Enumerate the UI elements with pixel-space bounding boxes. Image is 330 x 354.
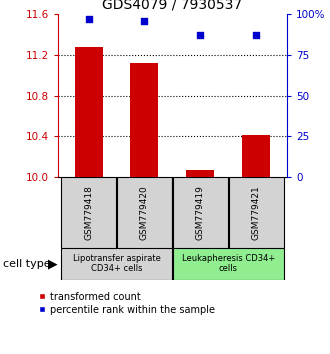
Text: GSM779419: GSM779419 — [196, 185, 205, 240]
Bar — [61, 248, 172, 280]
Bar — [75, 47, 103, 177]
Bar — [229, 177, 284, 248]
Text: GSM779418: GSM779418 — [84, 185, 93, 240]
Point — [254, 33, 259, 38]
Bar — [117, 177, 172, 248]
Point — [198, 33, 203, 38]
Text: GSM779420: GSM779420 — [140, 185, 149, 240]
Text: Lipotransfer aspirate
CD34+ cells: Lipotransfer aspirate CD34+ cells — [73, 254, 160, 273]
Text: Leukapheresis CD34+
cells: Leukapheresis CD34+ cells — [182, 254, 275, 273]
Title: GDS4079 / 7930537: GDS4079 / 7930537 — [102, 0, 243, 12]
Bar — [173, 248, 284, 280]
Point — [142, 18, 147, 23]
Legend: transformed count, percentile rank within the sample: transformed count, percentile rank withi… — [38, 292, 214, 314]
Text: cell type: cell type — [3, 259, 51, 269]
Bar — [186, 170, 214, 177]
Bar — [61, 177, 116, 248]
Bar — [173, 177, 228, 248]
Point — [86, 16, 91, 22]
Text: GSM779421: GSM779421 — [252, 185, 261, 240]
Text: ▶: ▶ — [48, 257, 57, 270]
Bar — [242, 135, 270, 177]
Bar — [130, 63, 158, 177]
